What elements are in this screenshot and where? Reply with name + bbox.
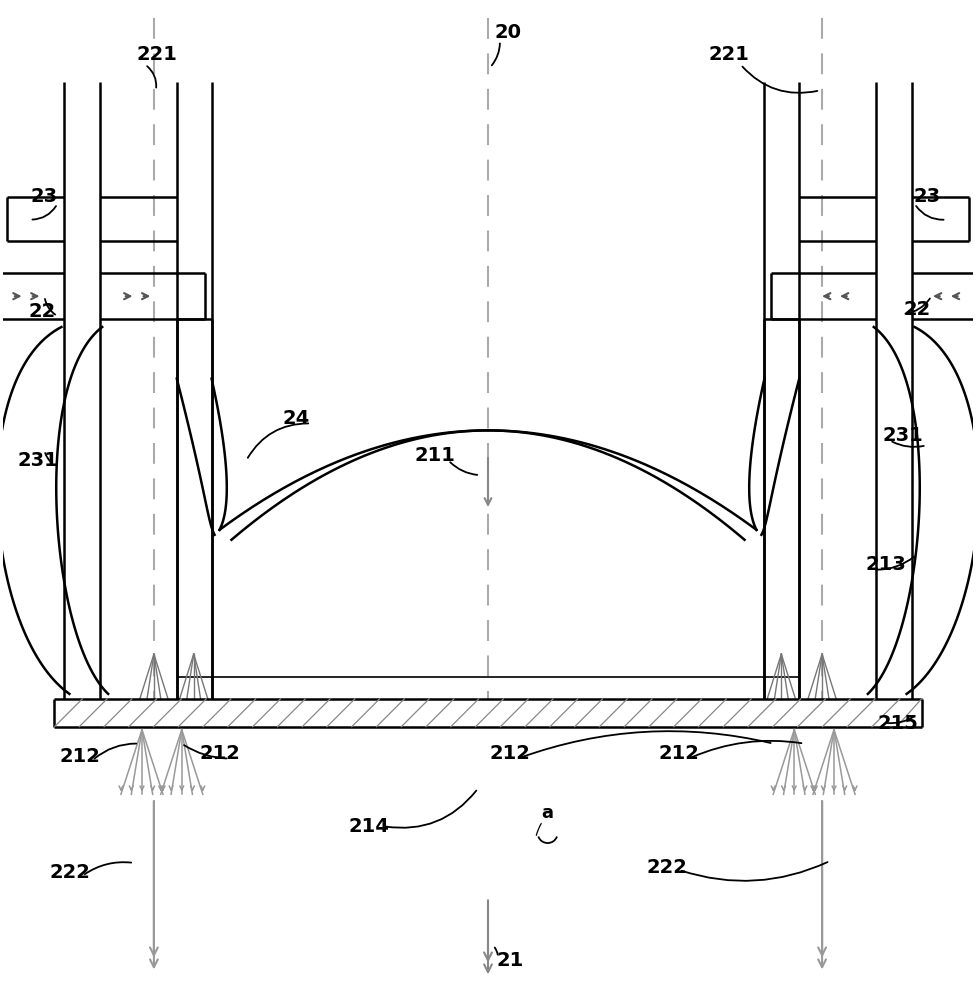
Text: 22: 22 xyxy=(29,302,57,321)
Text: 221: 221 xyxy=(709,45,749,64)
Text: 212: 212 xyxy=(60,747,101,766)
Text: 212: 212 xyxy=(659,744,700,763)
Text: 222: 222 xyxy=(646,858,687,877)
Text: 231: 231 xyxy=(882,426,923,445)
Text: 21: 21 xyxy=(496,951,523,970)
Text: 211: 211 xyxy=(415,446,456,465)
Text: 212: 212 xyxy=(489,744,530,763)
Text: 20: 20 xyxy=(495,23,521,42)
Text: 23: 23 xyxy=(914,187,941,206)
Text: 23: 23 xyxy=(31,187,59,206)
Text: 22: 22 xyxy=(904,300,931,319)
Text: 24: 24 xyxy=(282,409,309,428)
Text: 214: 214 xyxy=(348,817,389,836)
Text: 215: 215 xyxy=(877,714,918,733)
Text: 212: 212 xyxy=(199,744,240,763)
Text: a: a xyxy=(542,804,553,822)
Text: 222: 222 xyxy=(50,863,91,882)
Text: 221: 221 xyxy=(137,45,178,64)
Text: 231: 231 xyxy=(18,451,58,470)
Text: 213: 213 xyxy=(866,555,906,574)
